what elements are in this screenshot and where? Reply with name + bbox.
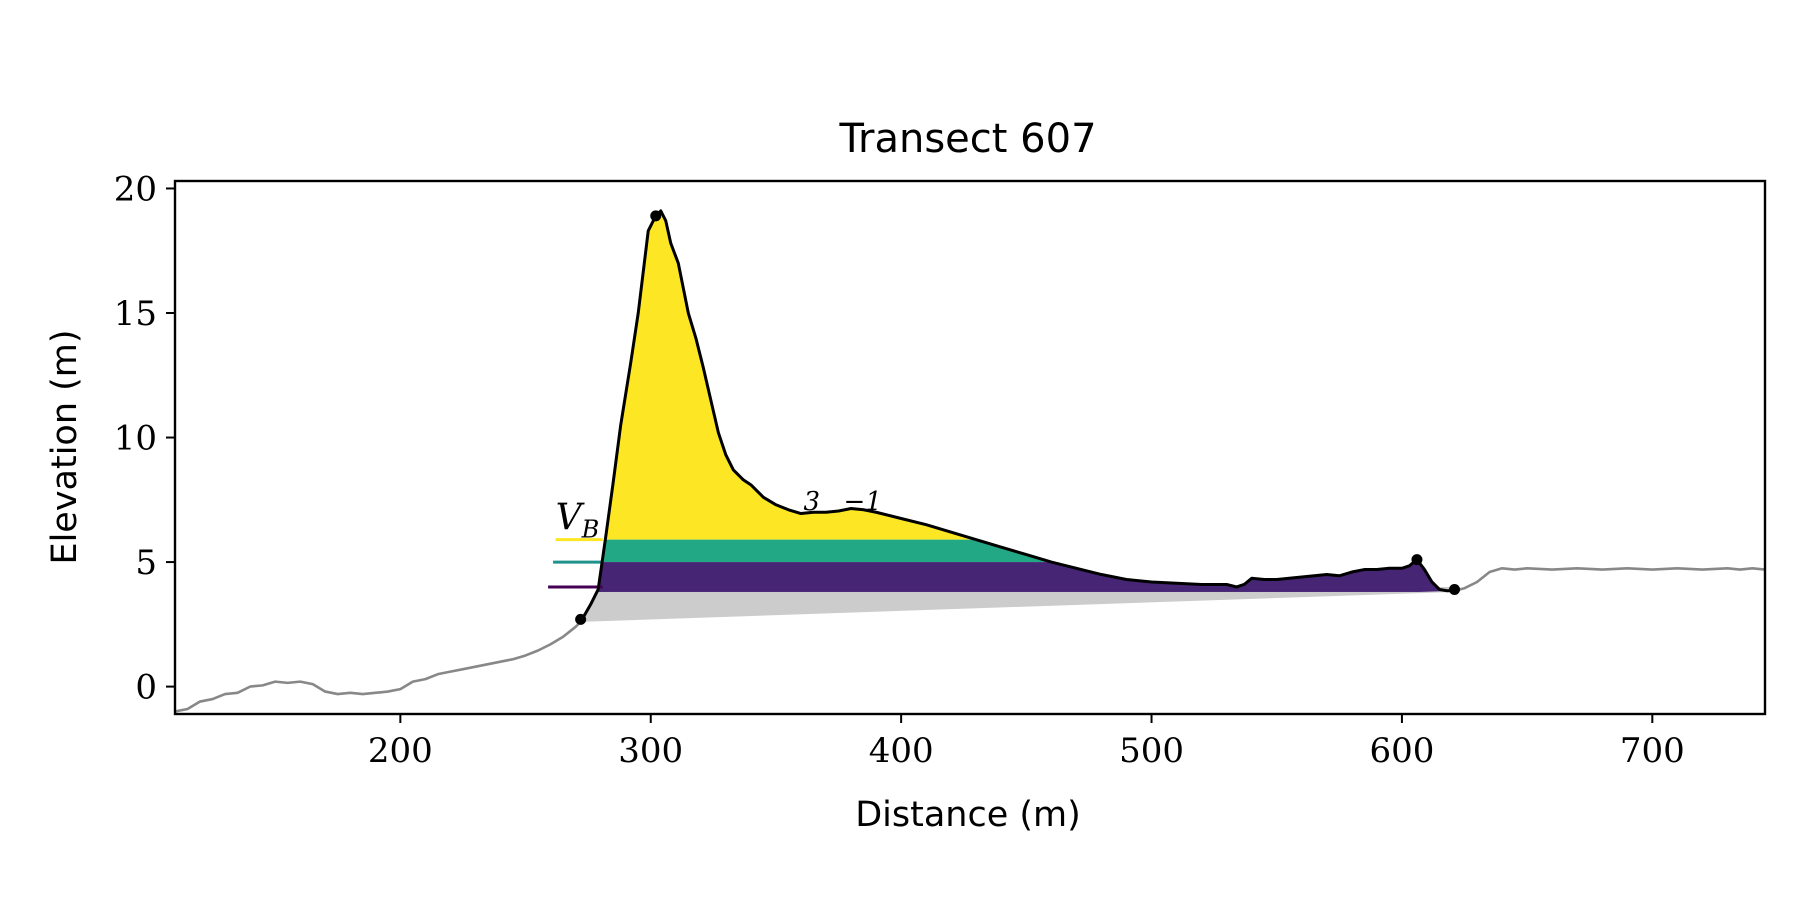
annotation-subscript-0: B	[581, 516, 600, 544]
y-tick-label-2: 10	[114, 419, 157, 459]
x-tick-label-0: 200	[368, 731, 433, 771]
profile-series-0	[175, 620, 582, 713]
axes: 200 300 400 500 600 700 0 5 10 15 20	[114, 169, 1767, 771]
profile-fills	[580, 210, 1455, 622]
dune-layers	[580, 210, 1455, 592]
base-wedge	[580, 586, 1455, 622]
y-axis-label: Elevation (m)	[45, 329, 85, 564]
y-tick-label-0: 0	[135, 668, 157, 708]
chart-title: Transect 607	[838, 116, 1096, 162]
dune-layer-2	[580, 562, 1455, 587]
dune-layer-3	[580, 586, 1455, 592]
profile-key-points	[575, 210, 1461, 625]
key-point-0	[575, 613, 587, 625]
annotation-0: VB	[556, 498, 600, 544]
annotation-2: −1	[844, 487, 882, 517]
profile-lines	[175, 209, 1765, 713]
y-tick-label-1: 5	[135, 543, 157, 583]
annotation-1: 3	[803, 487, 820, 517]
x-tick-label-4: 600	[1369, 731, 1434, 771]
plot-frame	[173, 179, 1767, 716]
profile-series-2	[1454, 566, 1765, 592]
y-tick-label-3: 15	[114, 294, 157, 334]
x-tick-label-5: 700	[1620, 731, 1685, 771]
profile-series-1	[579, 209, 1455, 623]
x-axis-label: Distance (m)	[855, 795, 1081, 835]
key-point-3	[1449, 583, 1461, 595]
x-tick-label-3: 500	[1119, 731, 1184, 771]
dune-layer-1	[580, 539, 1455, 563]
y-tick-label-4: 20	[114, 169, 157, 209]
x-tick-label-1: 300	[618, 731, 683, 771]
key-point-2	[1411, 554, 1423, 566]
x-tick-label-2: 400	[869, 731, 934, 771]
dune-layer-0	[580, 210, 1455, 540]
key-point-1	[650, 210, 662, 222]
